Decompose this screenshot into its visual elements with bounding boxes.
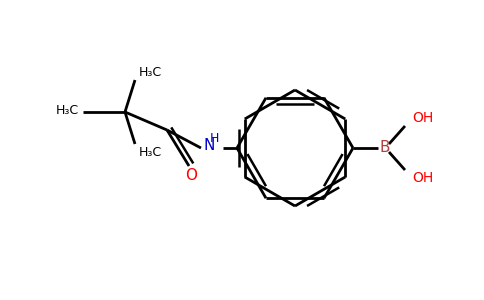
Text: H₃C: H₃C	[139, 146, 162, 158]
Text: OH: OH	[412, 111, 433, 125]
Text: H₃C: H₃C	[56, 103, 79, 116]
Text: OH: OH	[412, 171, 433, 185]
Text: O: O	[185, 169, 197, 184]
Text: N: N	[203, 139, 215, 154]
Text: B: B	[380, 140, 390, 155]
Text: H: H	[209, 133, 219, 146]
Text: H₃C: H₃C	[139, 65, 162, 79]
